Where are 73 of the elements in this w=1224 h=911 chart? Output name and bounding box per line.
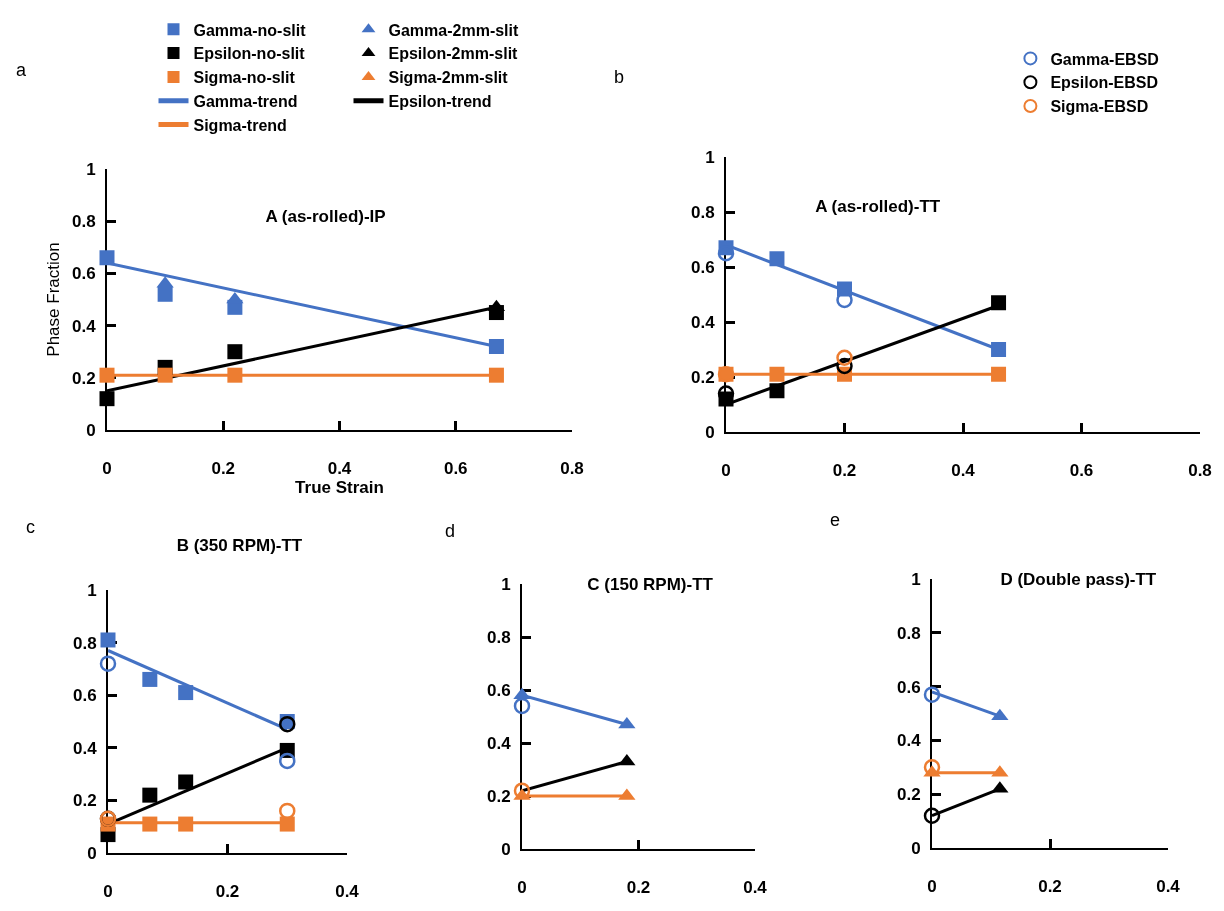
chart-title: B (350 RPM)-TT — [176, 535, 303, 555]
y-tick-label: 0.4 — [486, 733, 512, 753]
legend-label: Epsilon-EBSD — [1050, 74, 1158, 92]
text: e — [830, 510, 841, 530]
y-tick-label: 0.4 — [72, 738, 98, 758]
chart-title: C (150 RPM)-TT — [587, 574, 714, 594]
y-tick-label: 0 — [911, 838, 921, 858]
text: A (as-rolled)-TT — [815, 197, 941, 217]
y-tick-label: 0.8 — [690, 202, 715, 222]
x-tick-label: 0 — [103, 882, 113, 902]
y-tick-label: 0.2 — [71, 368, 96, 388]
y-tick-label: 0.8 — [896, 623, 921, 643]
legend-label: Epsilon-trend — [388, 92, 492, 110]
y-tick-label: 0.6 — [690, 257, 715, 277]
legend-label: Epsilon-2mm-slit — [388, 45, 519, 63]
y-tick-label: 0.8 — [72, 633, 97, 653]
y-tick-label: 0 — [705, 422, 715, 442]
y-tick-label: 0 — [501, 839, 511, 859]
x-tick-label: 0.2 — [626, 878, 651, 898]
y-tick-label: 0.2 — [896, 785, 921, 805]
x-tick-label: 0.4 — [335, 882, 360, 902]
y-tick-label: 0.4 — [690, 312, 716, 332]
text: A (as-rolled)-IP — [265, 206, 386, 226]
x-tick-label: 0.2 — [215, 882, 240, 902]
x-tick-label: 0 — [721, 461, 731, 481]
x-tick-label: 0 — [102, 459, 112, 479]
y-tick-label: 1 — [86, 159, 96, 179]
text: c — [26, 517, 35, 537]
legend-label: Gamma-no-slit — [193, 21, 307, 39]
legend-label: Epsilon-no-slit — [193, 45, 306, 63]
chart-title: D (Double pass)-TT — [1000, 569, 1157, 589]
x-tick-label: 0.2 — [1038, 877, 1062, 897]
y-tick-label: 0 — [86, 420, 96, 440]
y-tick-label: 0.8 — [71, 212, 96, 232]
y-tick-label: 1 — [501, 574, 511, 594]
x-tick-label: 0.6 — [1069, 461, 1094, 481]
y-tick-label: 0.4 — [71, 316, 97, 336]
y-tick-label: 0.4 — [896, 731, 922, 751]
legend-label: Sigma-2mm-slit — [388, 69, 509, 87]
x-tick-label: 0.6 — [443, 459, 468, 479]
legend-label: Gamma-trend — [193, 92, 298, 110]
y-tick-label: 0.6 — [896, 677, 921, 697]
x-tick-label: 0.4 — [951, 461, 976, 481]
y-tick-label: 0.2 — [486, 786, 511, 806]
text: b — [614, 67, 625, 87]
text: d — [445, 521, 456, 541]
y-tick-label: 0.6 — [71, 264, 96, 284]
y-tick-label: 0.6 — [486, 680, 511, 700]
y-tick-label: 1 — [87, 580, 97, 600]
y-axis-title: Phase Fraction — [44, 242, 64, 357]
legend-label: Sigma-no-slit — [193, 69, 296, 87]
y-tick-label: 0.2 — [72, 791, 97, 811]
y-tick-label: 1 — [705, 147, 715, 167]
legend-label: Gamma-EBSD — [1050, 50, 1159, 68]
text: a — [16, 60, 27, 80]
x-tick-label: 0.8 — [1188, 461, 1212, 481]
x-tick-label: 0 — [517, 878, 527, 898]
y-tick-label: 0.2 — [690, 367, 715, 387]
y-tick-label: 0.8 — [486, 627, 511, 647]
x-tick-label: 0.2 — [211, 459, 236, 479]
y-tick-label: 0.6 — [72, 686, 97, 706]
legend-label: Sigma-trend — [193, 116, 287, 134]
x-tick-label: 0 — [927, 877, 937, 897]
y-tick-label: 1 — [911, 569, 921, 589]
legend-label: Sigma-EBSD — [1050, 98, 1149, 116]
x-tick-label: 0.2 — [832, 461, 857, 481]
x-tick-label: 0.8 — [560, 459, 584, 479]
y-tick-label: 0 — [87, 843, 97, 863]
x-axis-title: True Strain — [295, 478, 384, 498]
legend-label: Gamma-2mm-slit — [388, 21, 519, 39]
x-tick-label: 0.4 — [327, 459, 352, 479]
x-tick-label: 0.4 — [1156, 877, 1181, 897]
x-tick-label: 0.4 — [743, 878, 768, 898]
